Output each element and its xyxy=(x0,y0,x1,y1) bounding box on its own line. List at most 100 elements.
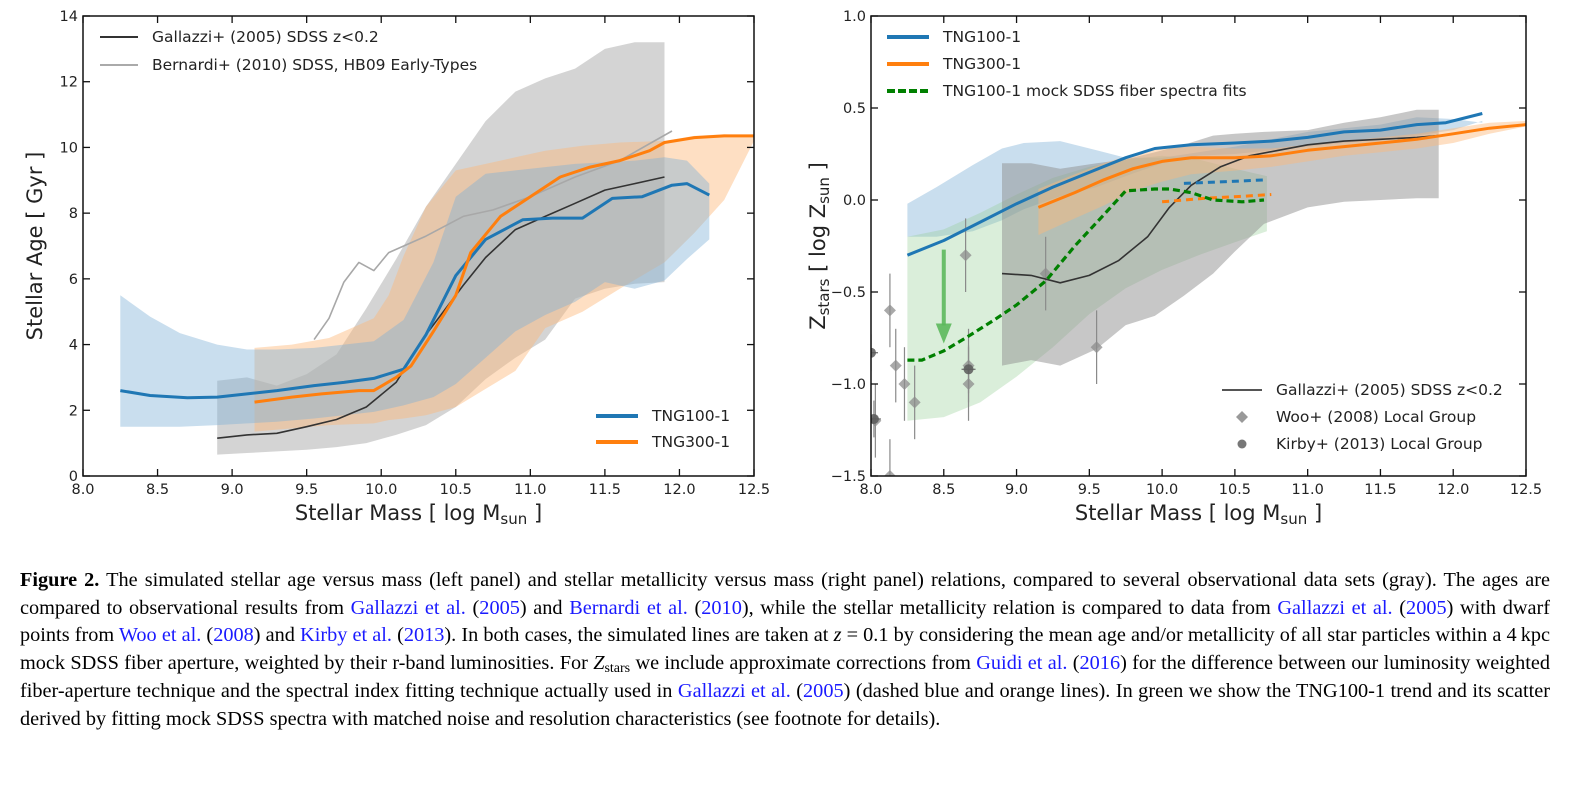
y-tick-label: 0.5 xyxy=(843,101,866,117)
x-axis-title-main: Stellar Mass [ log M xyxy=(1075,501,1281,525)
citation-link[interactable]: Kirby et al. xyxy=(300,624,392,647)
y-axis-title-end: ] xyxy=(806,162,830,177)
series-line-tng300-1 xyxy=(1037,123,1526,209)
x-tick-label: 12.5 xyxy=(1510,482,1542,498)
y-tick-label: 6 xyxy=(69,272,78,288)
caption-segment: ( xyxy=(465,596,480,619)
x-tick-label: 9.5 xyxy=(295,482,318,498)
citation-link[interactable]: Woo et al. xyxy=(118,624,202,647)
y-tick-label: 12 xyxy=(60,75,78,91)
stellar-metallicity-panel: 8.0 8.5 9.0 9.5 10.0 10.5 11.0 11.5 12.0 12.5 −1.5… xyxy=(806,9,1542,528)
citation-link[interactable]: 2008 xyxy=(213,624,254,647)
x-tick-label: 12.5 xyxy=(738,482,770,498)
x-axis-title-end: ] xyxy=(1307,501,1322,525)
y-axis-title-sub: stars xyxy=(815,278,833,315)
woo-data-point xyxy=(889,359,902,372)
caption-segment: ) for the difference between our luminos… xyxy=(20,652,1550,702)
series-line-bernardi-2010-sdss-hb09-early-types xyxy=(313,130,673,341)
x-tick-label: 10.0 xyxy=(1146,482,1178,498)
y-tick-label: 8 xyxy=(69,206,78,222)
x-tick-label: 9.0 xyxy=(221,482,244,498)
caption-segment: = 0.1 by considering the mean age and/or… xyxy=(20,624,1551,675)
woo-data-point xyxy=(883,304,896,317)
legend-label: TNG300-1 xyxy=(942,55,1021,73)
woo-data-point xyxy=(898,378,911,390)
scatter-band-gallazzi-scatter xyxy=(1002,109,1439,366)
legend-top-left: Gallazzi+ (2005) SDSS z<0.2 Bernardi+ (20… xyxy=(100,28,477,74)
series-line-tng100-1-corrected-dashed-blue- xyxy=(1183,178,1267,185)
y-tick-label: 14 xyxy=(60,9,78,25)
y-axis-title-main: Z xyxy=(806,315,830,329)
citation-link[interactable]: 2005 xyxy=(479,596,520,619)
series-line-tng300-1-corrected-dashed-orange- xyxy=(1161,193,1272,204)
caption-segment: ( xyxy=(687,596,702,619)
caption-segment: we include approximate corrections from xyxy=(630,652,977,675)
x-axis-title-end: ] xyxy=(527,501,542,525)
x-tick-label: 10.5 xyxy=(1219,482,1251,498)
caption-segment: ) and xyxy=(253,624,301,647)
y-tick-label: 0.0 xyxy=(843,193,866,209)
legend-label: Gallazzi+ (2005) SDSS z<0.2 xyxy=(1276,381,1503,399)
x-tick-label: 11.0 xyxy=(1292,482,1324,498)
x-axis-title-sub: sun xyxy=(1280,510,1307,528)
caption-math: Z xyxy=(593,652,605,675)
caption-segment: stars xyxy=(604,661,631,677)
x-axis-title-main: Stellar Mass [ log M xyxy=(295,501,501,525)
x-axis-title: Stellar Mass [ log Msun ] xyxy=(295,501,542,528)
y-tick-label: 4 xyxy=(69,338,78,354)
citation-link[interactable]: Gallazzi et al. xyxy=(1277,596,1393,619)
woo-data-point xyxy=(883,470,896,476)
citation-link[interactable]: 2016 xyxy=(1079,652,1121,675)
caption-segment: ( xyxy=(790,679,804,702)
legend-label: TNG100-1 xyxy=(651,407,730,425)
x-axis-title-sub: sun xyxy=(500,510,527,528)
citation-link[interactable]: 2010 xyxy=(701,596,742,619)
y-tick-label: 2 xyxy=(69,403,78,419)
kirby-data-point xyxy=(871,347,876,358)
citation-link[interactable]: 2005 xyxy=(803,679,844,702)
caption-segment: ). In both cases, the simulated lines ar… xyxy=(444,624,834,647)
woo-data-point xyxy=(959,249,972,262)
x-tick-label: 10.5 xyxy=(440,482,472,498)
y-tick-label: 1.0 xyxy=(843,9,866,25)
citation-link[interactable]: Guidi et al. xyxy=(976,652,1068,675)
citation-link[interactable]: Bernardi et al. xyxy=(569,596,688,619)
x-tick-label: 8.0 xyxy=(859,482,882,498)
caption-segment: ) (dashed blue and orange lines). In gre… xyxy=(20,679,1550,730)
caption-segment: ), while the stellar metallicity relatio… xyxy=(741,596,1278,619)
legend-label: TNG300-1 xyxy=(651,433,730,451)
citation-link[interactable]: Gallazzi et al. xyxy=(677,679,791,702)
series-line-gallazzi-2005-sdss-z-0-2 xyxy=(1001,134,1439,284)
axes-frame xyxy=(82,15,755,477)
caption-segment: ( xyxy=(201,624,214,647)
x-tick-label: 8.5 xyxy=(932,482,955,498)
y-axis-title-rest: [ log Z xyxy=(806,204,830,279)
legend-label: Woo+ (2008) Local Group xyxy=(1276,408,1476,426)
citation-link[interactable]: 2005 xyxy=(1406,596,1447,619)
x-tick-label: 8.5 xyxy=(146,482,169,498)
caption-label: Figure 2. xyxy=(20,569,100,591)
x-tick-label: 9.0 xyxy=(1005,482,1028,498)
scatter-band-tng300-scatter xyxy=(254,134,754,432)
legend-label: Kirby+ (2013) Local Group xyxy=(1276,435,1483,453)
caption-segment: ( xyxy=(391,624,404,647)
x-tick-label: 11.5 xyxy=(589,482,621,498)
y-axis-title: Stellar Age [ Gyr ] xyxy=(23,152,47,341)
citation-link[interactable]: 2013 xyxy=(403,624,445,647)
figure-2: 8.0 8.5 9.0 9.5 10.0 10.5 11.0 11.5 12.0 12.5 0 2 4 6… xyxy=(23,9,1542,528)
kirby-data-point xyxy=(871,413,879,424)
citation-link[interactable]: Gallazzi et al. xyxy=(350,596,466,619)
legend-label: TNG100-1 mock SDSS fiber spectra fits xyxy=(942,82,1247,100)
x-tick-label: 12.0 xyxy=(663,482,695,498)
legend-label: Bernardi+ (2010) SDSS, HB09 Early-Types xyxy=(152,56,477,74)
caption-segment: ( xyxy=(1392,596,1407,619)
caption-math: z xyxy=(833,624,842,647)
series-line-gallazzi-2005-sdss-z-0-2 xyxy=(217,176,665,439)
kirby-data-point xyxy=(963,364,974,375)
y-axis-title-sub2: sun xyxy=(815,177,833,204)
y-axis-title: Zstars [ log Zsun ] xyxy=(806,162,833,330)
legend-bottom-right: TNG100-1 TNG300-1 xyxy=(596,407,730,451)
woo-data-point xyxy=(908,396,921,409)
y-tick-label: 0 xyxy=(69,469,78,485)
x-tick-label: 11.0 xyxy=(514,482,546,498)
